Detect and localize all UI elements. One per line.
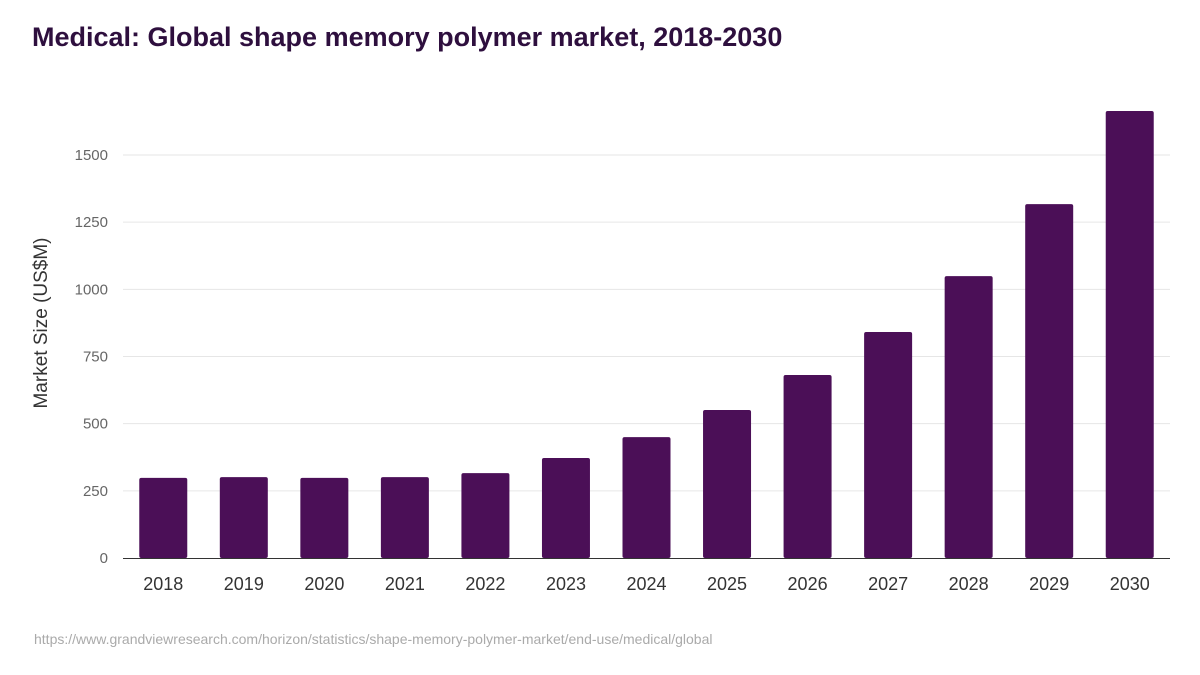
- x-tick-label: 2028: [949, 574, 989, 594]
- y-tick-label: 1250: [75, 214, 108, 231]
- y-tick-label: 1000: [75, 281, 108, 298]
- bar: [944, 276, 993, 558]
- bar: [380, 477, 429, 558]
- source-link[interactable]: https://www.grandviewresearch.com/horizo…: [34, 631, 713, 647]
- bar: [219, 477, 268, 558]
- x-tick-label: 2023: [546, 574, 586, 594]
- x-tick-label: 2019: [224, 574, 264, 594]
- bar: [783, 375, 832, 558]
- chart-title: Medical: Global shape memory polymer mar…: [32, 22, 783, 52]
- x-tick-label: 2021: [385, 574, 425, 594]
- y-axis-label: Market Size (US$M): [31, 237, 52, 408]
- bar: [864, 332, 913, 558]
- bar: [622, 437, 671, 558]
- bar: [541, 458, 590, 558]
- x-tick-label: 2027: [868, 574, 908, 594]
- bar: [1025, 204, 1074, 558]
- x-tick-label: 2030: [1110, 574, 1150, 594]
- bar: [461, 473, 510, 558]
- y-tick-label: 1500: [75, 147, 108, 164]
- x-tick-label: 2025: [707, 574, 747, 594]
- bar: [703, 409, 752, 558]
- bar: [300, 477, 349, 558]
- x-tick-label: 2024: [626, 574, 666, 594]
- bar: [139, 477, 188, 558]
- y-tick-label: 750: [83, 349, 108, 366]
- x-tick-label: 2026: [788, 574, 828, 594]
- bar: [1105, 110, 1154, 559]
- x-tick-label: 2018: [143, 574, 183, 594]
- x-tick-label: 2020: [304, 574, 344, 594]
- y-tick-label: 500: [83, 416, 108, 433]
- y-tick-label: 0: [100, 550, 108, 567]
- x-tick-label: 2022: [465, 574, 505, 594]
- y-tick-label: 250: [83, 483, 108, 500]
- x-tick-label: 2029: [1029, 574, 1069, 594]
